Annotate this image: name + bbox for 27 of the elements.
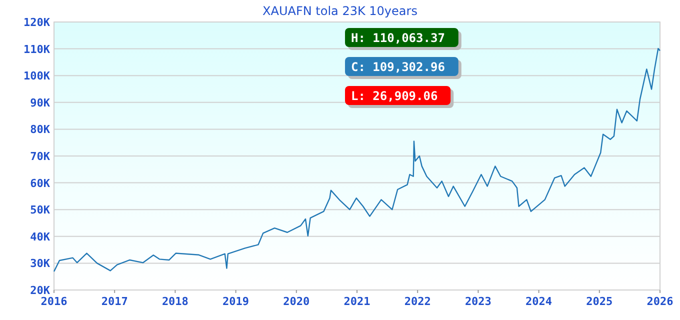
x-tick-label: 2021 xyxy=(344,295,371,308)
y-tick-label: 60K xyxy=(30,176,50,190)
chart-title: XAUAFN tola 23K 10years xyxy=(262,4,418,18)
x-tick-label: 2023 xyxy=(464,295,492,308)
x-tick-label: 2026 xyxy=(646,295,674,308)
x-tick-label: 2019 xyxy=(222,295,250,308)
x-tick-label: 2017 xyxy=(101,295,128,308)
annotation: C: 109,302.96 xyxy=(351,60,445,74)
y-tick-label: 50K xyxy=(30,204,50,217)
annotation: H: 110,063.37 xyxy=(351,31,445,45)
y-tick-label: 40K xyxy=(30,230,50,244)
x-tick-label: 2022 xyxy=(404,295,431,308)
annotation: L: 26,909.06 xyxy=(351,89,438,103)
y-tick-label: 100K xyxy=(24,70,50,83)
x-tick-label: 2020 xyxy=(283,295,310,308)
y-tick-label: 70K xyxy=(30,150,50,163)
line-series xyxy=(53,48,661,272)
x-tick-label: 2024 xyxy=(526,295,552,308)
y-tick-label: 20K xyxy=(30,284,50,297)
x-tick-label: 2018 xyxy=(162,295,188,308)
y-tick-label: 110K xyxy=(24,42,50,56)
y-tick-label: 80K xyxy=(30,123,50,136)
y-tick-label: 90K xyxy=(30,96,50,110)
y-tick-label: 30K xyxy=(30,257,50,270)
y-tick-label: 120K xyxy=(24,16,50,29)
x-tick-label: 2025 xyxy=(586,295,613,308)
x-tick-label: 2016 xyxy=(40,295,68,308)
